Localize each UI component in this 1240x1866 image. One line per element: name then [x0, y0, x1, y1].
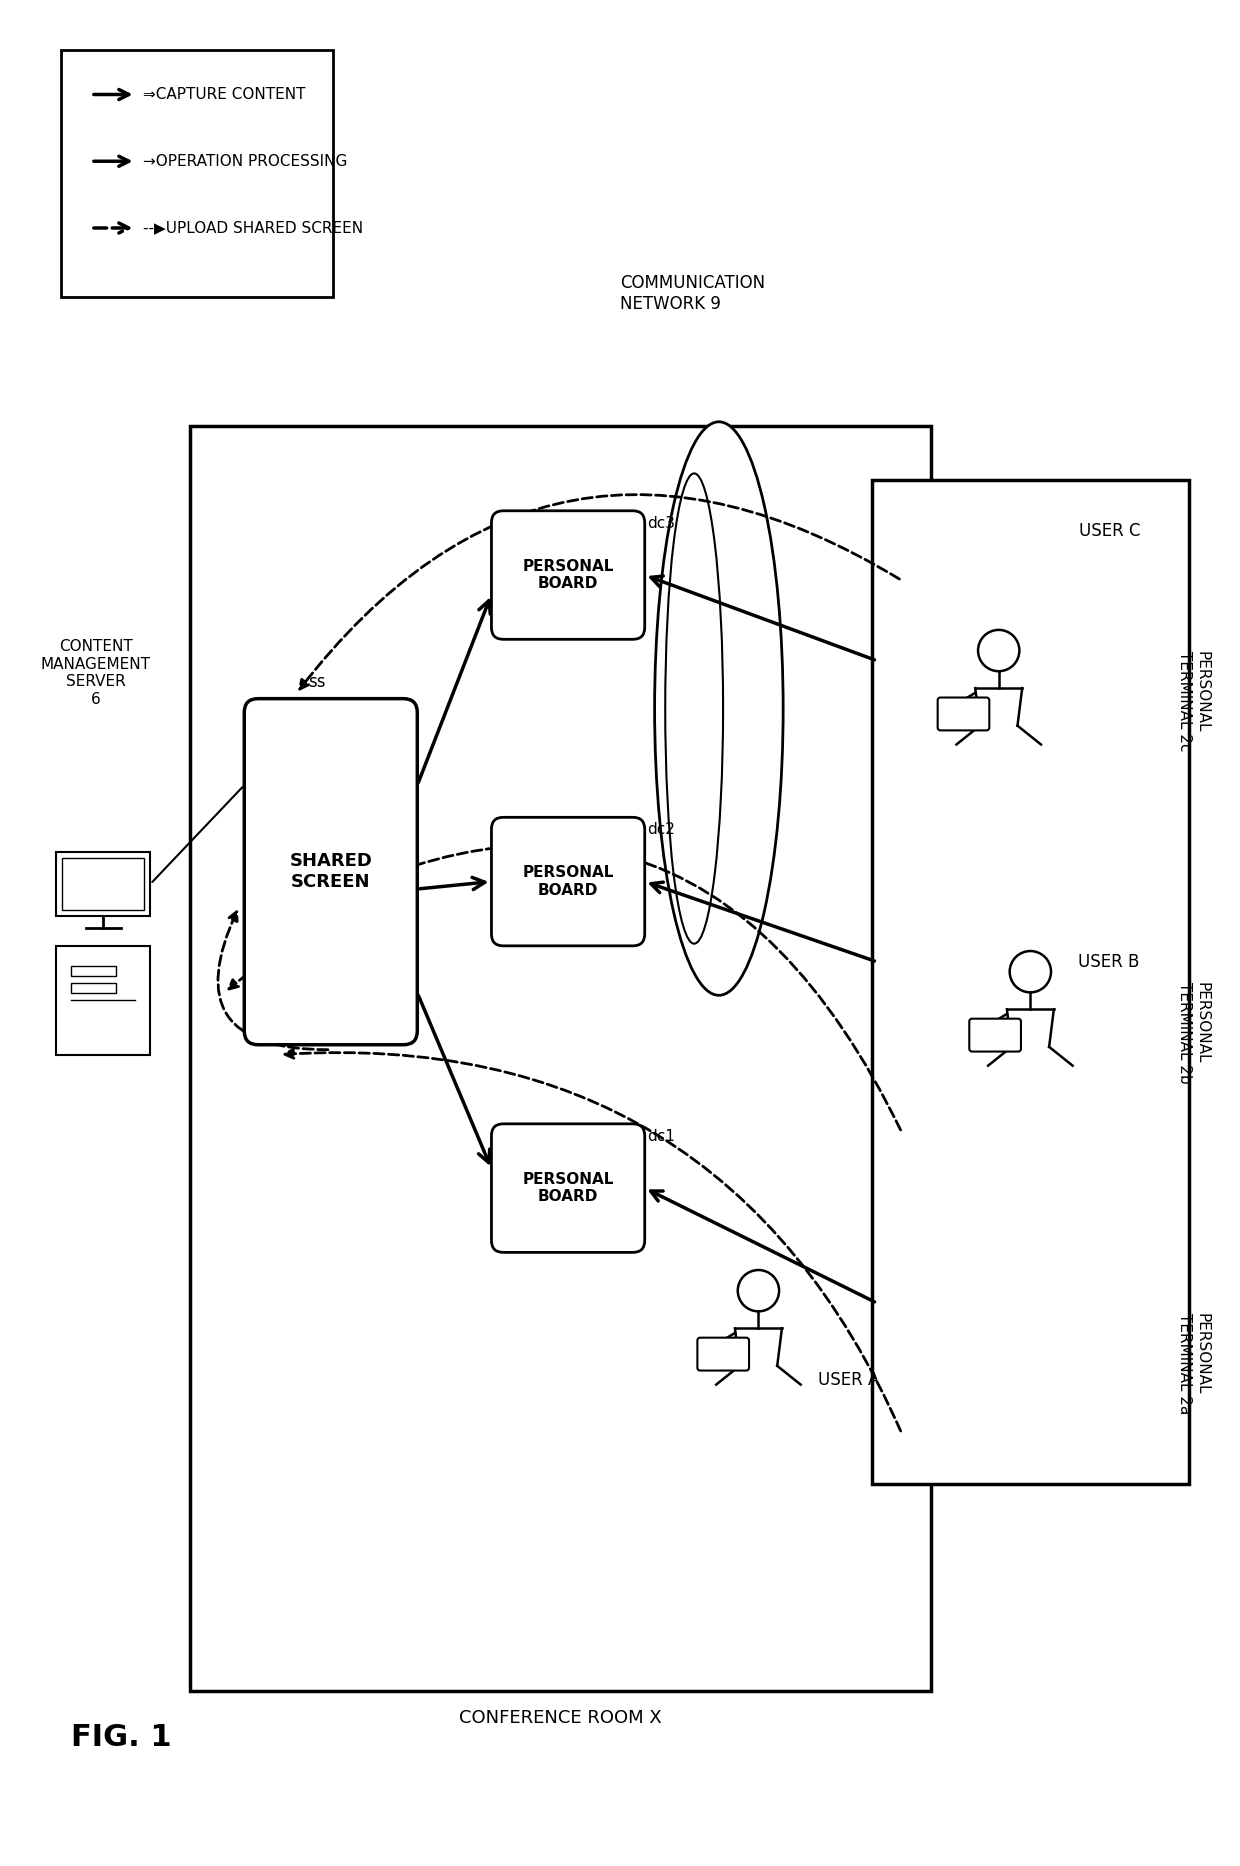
Text: dc1: dc1	[647, 1129, 675, 1144]
FancyBboxPatch shape	[491, 1123, 645, 1252]
FancyBboxPatch shape	[937, 698, 990, 730]
Text: CONFERENCE ROOM X: CONFERENCE ROOM X	[459, 1709, 662, 1728]
FancyBboxPatch shape	[491, 817, 645, 946]
Ellipse shape	[665, 474, 723, 944]
Text: ⇒CAPTURE CONTENT: ⇒CAPTURE CONTENT	[144, 88, 306, 103]
FancyBboxPatch shape	[970, 1019, 1021, 1052]
Text: --▶UPLOAD SHARED SCREEN: --▶UPLOAD SHARED SCREEN	[144, 220, 363, 235]
FancyBboxPatch shape	[244, 698, 418, 1045]
Text: USER B: USER B	[1078, 954, 1140, 970]
Text: CONTENT
MANAGEMENT
SERVER
6: CONTENT MANAGEMENT SERVER 6	[41, 640, 151, 707]
Bar	[62, 858, 144, 911]
Bar	[61, 50, 334, 297]
Bar	[71, 965, 115, 976]
Bar	[56, 946, 150, 1054]
FancyBboxPatch shape	[697, 1338, 749, 1370]
Text: ss: ss	[309, 674, 326, 690]
FancyArrowPatch shape	[285, 1049, 900, 1431]
Bar	[872, 480, 1189, 1483]
Text: dc2: dc2	[647, 823, 675, 838]
Ellipse shape	[655, 422, 784, 995]
Text: USER C: USER C	[1079, 522, 1141, 541]
Text: dc3: dc3	[647, 515, 675, 530]
Bar	[56, 853, 150, 916]
Text: SHARED
SCREEN: SHARED SCREEN	[289, 853, 372, 892]
Text: PERSONAL
BOARD: PERSONAL BOARD	[522, 866, 614, 898]
Bar	[190, 425, 931, 1691]
Text: PERSONAL
TERMINAL 2a: PERSONAL TERMINAL 2a	[1177, 1314, 1210, 1414]
Text: PERSONAL
TERMINAL 2c: PERSONAL TERMINAL 2c	[1177, 651, 1210, 752]
Text: PERSONAL
BOARD: PERSONAL BOARD	[522, 558, 614, 592]
FancyArrowPatch shape	[229, 952, 331, 1041]
FancyBboxPatch shape	[491, 511, 645, 640]
Bar	[71, 983, 115, 993]
Text: USER A: USER A	[817, 1372, 879, 1388]
Text: FIG. 1: FIG. 1	[71, 1722, 172, 1752]
Text: PERSONAL
BOARD: PERSONAL BOARD	[522, 1172, 614, 1204]
Text: →OPERATION PROCESSING: →OPERATION PROCESSING	[144, 153, 347, 168]
FancyArrowPatch shape	[259, 845, 900, 1131]
Text: COMMUNICATION
NETWORK 9: COMMUNICATION NETWORK 9	[620, 274, 765, 313]
Text: PERSONAL
TERMINAL 2b: PERSONAL TERMINAL 2b	[1177, 982, 1210, 1084]
FancyArrowPatch shape	[300, 494, 899, 689]
FancyArrowPatch shape	[218, 912, 329, 1051]
